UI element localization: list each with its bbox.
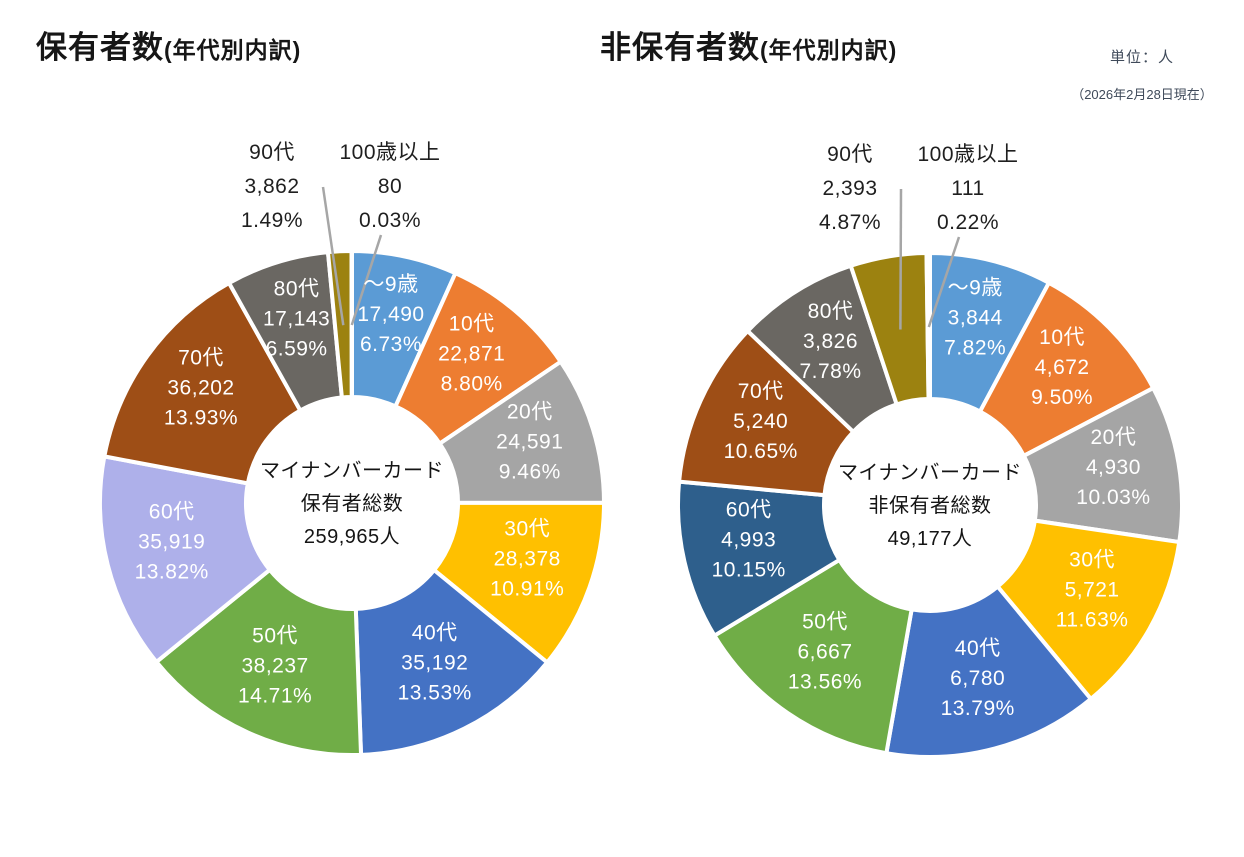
slice-label-70代: 70代 36,202 13.93% xyxy=(164,346,238,429)
pie-slice-40代 xyxy=(884,584,1093,759)
slice-label-40代: 40代 35,192 13.53% xyxy=(398,622,472,705)
slice-label-50代: 50代 6,667 13.56% xyxy=(788,611,862,694)
holders-chart-title-main: 保有者数 xyxy=(36,30,164,65)
outside-label-90代: 90代 3,862 1.49% xyxy=(241,141,303,232)
slice-label-～9歳: ～9歳 17,490 6.73% xyxy=(357,273,424,356)
pie-slice-30代 xyxy=(432,500,607,665)
non-holders-chart-title-main: 非保有者数 xyxy=(600,30,760,65)
non-holders-donut-chart: ～9歳 3,844 7.82% 10代 4,672 9.50% 20代 4,930 10.03%… xyxy=(640,65,1220,795)
meta-notes: 単位：人 （2026年2月28日現在） xyxy=(1050,46,1234,103)
pie-slice-60代 xyxy=(98,454,272,664)
donut-svg: ～9歳 17,490 6.73%10代 22,871 8.80%20代 24,591 9.4… xyxy=(98,141,607,757)
slice-label-60代: 60代 35,919 13.82% xyxy=(135,501,209,584)
slice-label-30代: 30代 5,721 11.63% xyxy=(1056,548,1129,631)
leader-line-90代 xyxy=(321,186,345,326)
date-note: （2026年2月28日現在） xyxy=(1071,87,1213,102)
outside-label-90代: 90代 2,393 4.87% xyxy=(819,143,881,234)
outside-label-100歳以上: 100歳以上 80 0.03% xyxy=(339,141,440,232)
pie-slice-60代 xyxy=(676,479,842,638)
pie-slice-20代 xyxy=(1021,386,1185,545)
pie-slice-50代 xyxy=(154,567,364,757)
slice-label-60代: 60代 4,993 10.15% xyxy=(712,499,786,582)
slice-label-20代: 20代 4,930 10.03% xyxy=(1076,426,1150,509)
donut-center-label: マイナンバーカード非保有者総数 49,177人 xyxy=(838,462,1022,550)
unit-note: 単位：人 xyxy=(1109,49,1174,66)
donut-svg: ～9歳 3,844 7.82% 10代 4,672 9.50% 20代 4,930 10.03%… xyxy=(676,143,1185,759)
leader-line-90代 xyxy=(899,188,903,330)
leader-line-100歳以上 xyxy=(350,234,383,326)
pie-slice-70代 xyxy=(102,281,303,486)
slice-label-～9歳: ～9歳 3,844 7.82% xyxy=(944,277,1006,360)
pie-slice-50代 xyxy=(712,557,914,756)
holders-chart-title: 保有者数(年代別内訳) xyxy=(36,22,301,67)
slice-label-80代: 80代 3,826 7.78% xyxy=(799,300,861,383)
holders-donut-chart: ～9歳 17,490 6.73% 10代 22,871 8.80% 20代 24,591 9.4… xyxy=(62,63,642,793)
slice-label-50代: 50代 38,237 14.71% xyxy=(238,624,312,707)
slice-label-80代: 80代 17,143 6.59% xyxy=(263,277,330,360)
slice-label-40代: 40代 6,780 13.79% xyxy=(941,637,1015,720)
non-holders-chart-title: 非保有者数(年代別内訳) xyxy=(600,22,897,67)
slice-label-10代: 10代 22,871 8.80% xyxy=(438,313,505,396)
slice-label-30代: 30代 28,378 10.91% xyxy=(490,517,564,600)
holders-chart-title-sub: (年代別内訳) xyxy=(164,37,302,63)
slice-label-20代: 20代 24,591 9.46% xyxy=(496,400,563,483)
donut-center-label: マイナンバーカード保有者総数 259,965人 xyxy=(260,460,444,548)
pie-slice-40代 xyxy=(353,568,550,757)
slice-label-70代: 70代 5,240 10.65% xyxy=(724,380,798,463)
outside-label-100歳以上: 100歳以上 111 0.22% xyxy=(917,143,1018,234)
non-holders-chart-title-sub: (年代別内訳) xyxy=(760,37,898,63)
leader-line-100歳以上 xyxy=(927,236,961,328)
slice-label-10代: 10代 4,672 9.50% xyxy=(1031,326,1093,409)
